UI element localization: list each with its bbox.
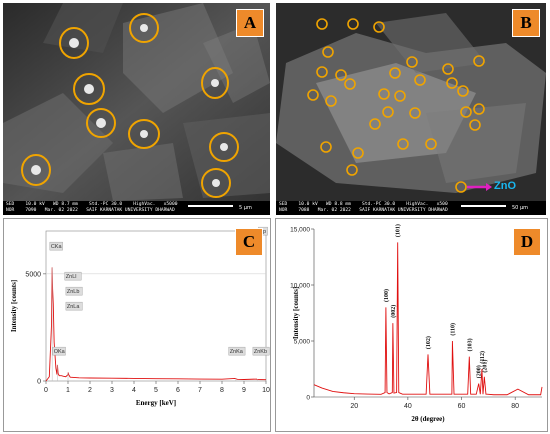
sem-info-bar-b: SED 10.0 kV WD 8.8 mm Std.-PC 30.0 HighV… (276, 201, 546, 215)
particle-marker (59, 27, 89, 59)
peak-label-box (65, 286, 83, 296)
peak-label: (002) (390, 305, 397, 318)
panel-letter-b: B (512, 9, 540, 37)
peak-label: ZnLa (67, 304, 80, 310)
peak-label: OKa (54, 349, 66, 355)
eds-chart-panel-c: 0 1 2 3 4 5 6 7 8 9 10 0 5000 Energy [keV] Intensity [… (3, 218, 271, 432)
peak-label: (100) (383, 289, 390, 302)
peak-label: ZnKa (230, 349, 244, 355)
x-tick-label: 3 (110, 387, 114, 394)
peak-label-box (228, 346, 246, 356)
spectrum-series-line (45, 267, 267, 382)
x-tick-label: 4 (132, 387, 136, 394)
y-tick-label: 5000 (25, 271, 41, 278)
particle-marker (128, 119, 160, 149)
particle-marker (86, 108, 116, 138)
xrd-series-line (313, 242, 543, 396)
particle-marker (201, 168, 231, 198)
scale-bar (461, 205, 506, 207)
y-axis-label: Intensity [counts] (292, 287, 300, 339)
xrd-pattern-chart: 20 40 60 80 0 5,000 10,000 15,000 2θ (degree) Int… (290, 224, 543, 423)
particle-marker (73, 73, 105, 105)
particle-marker (129, 13, 159, 43)
y-tick-label: 0 (37, 379, 41, 386)
sem-info-row2: NOR 7088 Mar. 02 2022 SAIF KARNATAK UNIV… (279, 208, 448, 213)
peak-label-box (49, 241, 63, 251)
x-axis-label: 2θ (degree) (411, 415, 445, 423)
sem-image-a (3, 3, 270, 215)
x-tick-label: 2 (88, 387, 92, 394)
zno-annotation: ZnO (494, 180, 516, 192)
x-tick-label: 1 (66, 387, 70, 394)
peak-label: (112) (479, 351, 486, 364)
peak-label-box (52, 346, 66, 356)
y-axis-label: Intensity [counts] (10, 280, 18, 332)
x-tick-label: 20 (350, 403, 358, 410)
sem-info-row1: SED 10.0 kV WD 8.7 mm Std.-PC 30.0 HighV… (6, 202, 178, 207)
particle-marker (21, 154, 51, 186)
eds-spectrum-chart: 0 1 2 3 4 5 6 7 8 9 10 0 5000 Energy [keV] Intensity [… (10, 226, 270, 407)
panel-letter-d: D (513, 228, 541, 256)
particle-marker (209, 132, 239, 162)
x-tick-label: 8 (220, 387, 224, 394)
y-tick-label: 15,000 (290, 227, 310, 234)
peak-label: (103) (466, 338, 473, 351)
x-axis-label: Energy [keV] (136, 399, 176, 407)
x-tick-label: 10 (262, 387, 270, 394)
x-tick-label: 0 (44, 387, 48, 394)
peak-label-box (252, 346, 270, 356)
peak-label: ZnLl (66, 274, 77, 280)
scale-bar (188, 205, 233, 207)
sem-panel-b: ZnO B SED 10.0 kV WD 8.8 mm Std.-PC 30.0… (276, 3, 546, 215)
x-tick-label: 9 (242, 387, 246, 394)
peak-label: CKa (51, 244, 63, 250)
peak-label: ZnKb (254, 349, 267, 355)
peak-label: (110) (449, 323, 456, 336)
x-tick-label: 80 (511, 403, 519, 410)
peak-label: ZnLb (67, 289, 80, 295)
x-tick-label: 5 (154, 387, 158, 394)
peak-label: (200) (476, 365, 483, 378)
x-tick-label: 7 (198, 387, 202, 394)
panel-letter-c: C (235, 228, 263, 256)
plot-area (45, 230, 267, 382)
y-tick-label: 0 (306, 395, 310, 402)
particle-marker (201, 67, 229, 99)
y-tick-label: 10,000 (290, 283, 310, 290)
peak-label: (201) (481, 360, 488, 373)
x-tick-label: 60 (458, 403, 466, 410)
xrd-chart-panel-d: 20 40 60 80 0 5,000 10,000 15,000 2θ (degree) Int… (275, 218, 548, 432)
y-tick-label: 5,000 (294, 339, 311, 346)
peak-label: (101) (395, 224, 402, 237)
scale-label: 5 μm (239, 205, 252, 211)
x-tick-label: 40 (404, 403, 412, 410)
scale-label: 50 μm (512, 205, 529, 211)
peak-label: (102) (425, 336, 432, 349)
sem-image-b (276, 3, 546, 215)
peak-label-box (64, 271, 82, 281)
sem-info-bar-a: SED 10.0 kV WD 8.7 mm Std.-PC 30.0 HighV… (3, 201, 270, 215)
peak-label-box (65, 301, 83, 311)
sem-info-row1: SED 10.0 kV WD 8.8 mm Std.-PC 30.0 HighV… (279, 202, 448, 207)
sem-info-row2: NOR 7090 Mar. 02 2022 SAIF KARNATAK UNIV… (6, 208, 175, 213)
sem-panel-a: A SED 10.0 kV WD 8.7 mm Std.-PC 30.0 Hig… (3, 3, 270, 215)
panel-letter-a: A (236, 9, 264, 37)
x-tick-label: 6 (176, 387, 180, 394)
